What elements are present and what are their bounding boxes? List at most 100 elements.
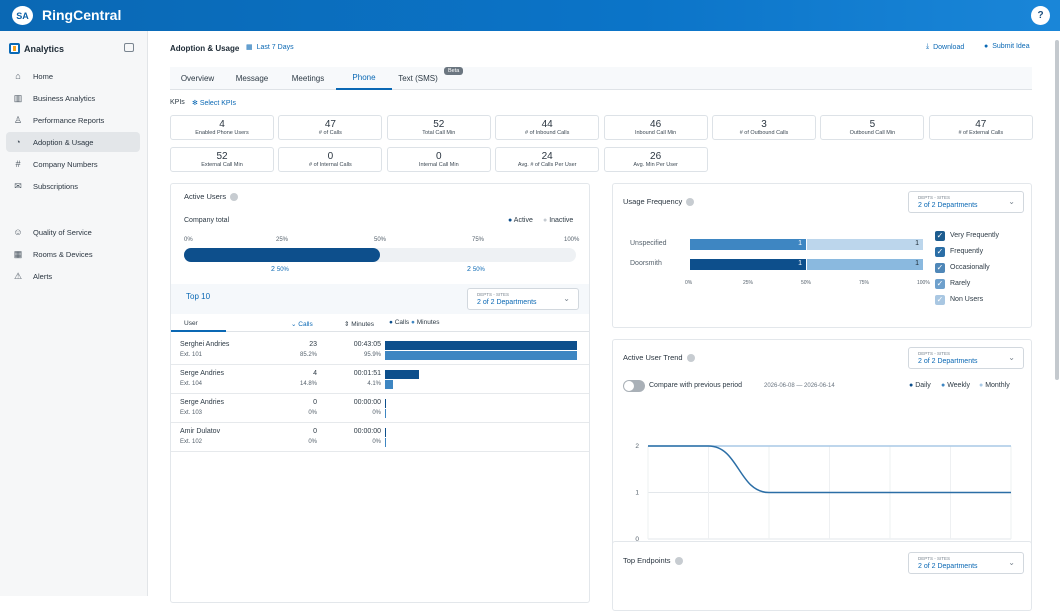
sidebar-item-alerts[interactable]: ⚠ Alerts xyxy=(6,266,140,286)
sidebar-item-home[interactable]: ⌂ Home xyxy=(6,66,140,86)
col-user[interactable]: User xyxy=(184,320,198,327)
legend-item[interactable]: ✓ Non Users xyxy=(935,295,1025,307)
inactive-pct: 50% xyxy=(472,267,485,273)
legend-item[interactable]: ✓ Occasionally xyxy=(935,263,1025,275)
kpi-card[interactable]: 52 Total Call Min xyxy=(386,115,491,140)
kpi-card[interactable]: 24 Avg. # of Calls Per User xyxy=(495,147,600,172)
tab-text-sms[interactable]: Text (SMS) xyxy=(398,74,438,83)
kpi-card[interactable]: 44 # of Inbound Calls xyxy=(495,115,600,140)
active-users-card: Active Users Company total ● Active ● In… xyxy=(170,183,590,603)
top10-departments-dropdown[interactable]: DEPTS - SITES 2 of 2 Departments ⌄ xyxy=(467,288,579,310)
sidebar-item-label: Performance Reports xyxy=(33,115,105,125)
kpi-card[interactable]: 4 Enabled Phone Users xyxy=(170,115,274,140)
kpi-value: 47 xyxy=(975,119,987,130)
calls-value: 0 xyxy=(313,399,317,406)
minutes-bar[interactable] xyxy=(385,438,386,447)
sidebar-item-performance-reports[interactable]: ♙ Performance Reports xyxy=(6,110,140,130)
legend-item[interactable]: ✓ Rarely xyxy=(935,279,1025,291)
sidebar-item-label: Subscriptions xyxy=(33,181,79,191)
col-calls[interactable]: ⌄ Calls xyxy=(291,320,313,328)
active-users-bar[interactable] xyxy=(184,248,380,262)
kpi-card[interactable]: 47 # of External Calls xyxy=(928,115,1033,140)
trend-period-label: Daily xyxy=(915,382,931,389)
select-kpis-button[interactable]: ✻ Select KPIs xyxy=(192,99,236,107)
trend-departments-dropdown[interactable]: DEPTS - SITES 2 of 2 Departments ⌄ xyxy=(908,347,1024,369)
col-minutes[interactable]: ⇕ Minutes xyxy=(344,320,374,328)
sidebar-item-label: Quality of Service xyxy=(33,227,92,237)
info-icon[interactable] xyxy=(674,556,683,565)
avatar[interactable]: SA xyxy=(12,6,33,25)
table-row[interactable]: Serghei Andries Ext. 101 23 85.2% 00:43:05 95… xyxy=(171,336,589,365)
page-scrollbar[interactable] xyxy=(1055,40,1059,380)
calls-bar[interactable] xyxy=(385,428,386,437)
trend-period-weekly[interactable]: ● Weekly xyxy=(941,382,970,389)
tab-overview[interactable]: Overview xyxy=(180,74,215,83)
usage-bar-segment[interactable]: 1 xyxy=(807,239,923,250)
date-range-picker[interactable]: ▦ Last 7 Days xyxy=(246,43,294,52)
date-range-label: Last 7 Days xyxy=(256,43,294,51)
minutes-bar[interactable] xyxy=(385,409,386,418)
kpi-card[interactable]: 0 Internal Call Min xyxy=(386,147,491,172)
download-icon: ⤓ xyxy=(926,43,930,50)
info-icon[interactable] xyxy=(686,353,695,362)
minutes-bar[interactable] xyxy=(385,351,577,360)
endpoints-departments-dropdown[interactable]: DEPTS - SITES 2 of 2 Departments ⌄ xyxy=(908,552,1024,574)
calls-bar[interactable] xyxy=(385,370,419,379)
kpi-card[interactable]: 0 # of Internal Calls xyxy=(278,147,383,172)
trend-period-monthly[interactable]: ● Monthly xyxy=(979,382,1010,389)
minutes-bar[interactable] xyxy=(385,380,394,389)
axis-tick-label: 0% xyxy=(685,280,693,286)
legend-item[interactable]: ✓ Very Frequently xyxy=(935,231,1025,243)
building-icon: ▦ xyxy=(13,248,23,259)
kpi-value: 44 xyxy=(541,119,553,130)
sidebar-item-subscriptions[interactable]: ✉ Subscriptions xyxy=(6,176,140,196)
sidebar-item-quality-of-service[interactable]: ☺ Quality of Service xyxy=(6,222,140,242)
top-endpoints-card: Top Endpoints DEPTS - SITES 2 of 2 Depart… xyxy=(612,541,1032,611)
active-user-trend-title-label: Active User Trend xyxy=(623,353,683,362)
tab-phone[interactable]: Phone xyxy=(336,67,392,90)
kpi-card[interactable]: 26 Avg. Min Per User xyxy=(603,147,708,172)
mail-icon: ✉ xyxy=(14,180,22,191)
calls-bar[interactable] xyxy=(385,341,577,350)
kpi-card[interactable]: 52 External Call Min xyxy=(170,147,274,172)
table-row[interactable]: Serge Andries Ext. 104 4 14.8% 00:01:51 4.1% xyxy=(171,365,589,394)
sidebar-item-rooms-devices[interactable]: ▦ Rooms & Devices xyxy=(6,244,140,264)
calls-bar[interactable] xyxy=(385,399,386,408)
info-icon[interactable] xyxy=(686,197,695,206)
table-row[interactable]: Amir Dulatov Ext. 102 0 0% 00:00:00 0% xyxy=(171,423,589,452)
radio-dot-icon: ● xyxy=(909,382,916,389)
download-button[interactable]: ⤓ Download xyxy=(926,43,964,51)
compare-toggle[interactable] xyxy=(623,380,645,392)
usage-bar-segment[interactable]: 1 xyxy=(807,259,923,270)
bar-chart-icon: ▥ xyxy=(13,92,23,103)
kpi-card[interactable]: 46 Inbound Call Min xyxy=(603,115,708,140)
legend-label: Very Frequently xyxy=(950,232,1000,239)
sidebar-item-business-analytics[interactable]: ▥ Business Analytics xyxy=(6,88,140,108)
kpi-card[interactable]: 47 # of Calls xyxy=(278,115,383,140)
sidebar-item-company-numbers[interactable]: # Company Numbers xyxy=(6,154,140,174)
submit-idea-button[interactable]: ● Submit Idea xyxy=(984,43,1030,50)
kpi-card[interactable]: 5 Outbound Call Min xyxy=(820,115,925,140)
submit-idea-label: Submit Idea xyxy=(992,43,1030,50)
trend-period-daily[interactable]: ● Daily xyxy=(909,382,931,389)
legend-item[interactable]: ✓ Frequently xyxy=(935,247,1025,259)
app-title: Analytics xyxy=(9,43,64,54)
select-kpis-label: Select KPIs xyxy=(199,100,236,107)
analytics-logo-icon xyxy=(9,43,20,54)
kpi-label: Internal Call Min xyxy=(418,162,459,168)
usage-bar-segment[interactable]: 1 xyxy=(690,259,806,270)
usage-bar-segment[interactable]: 1 xyxy=(690,239,806,250)
daily-series-line xyxy=(648,445,1011,494)
sidebar-item-adoption-usage[interactable]: ◔ Adoption & Usage xyxy=(6,132,140,152)
usage-departments-dropdown[interactable]: DEPTS - SITES 2 of 2 Departments ⌄ xyxy=(908,191,1024,213)
info-icon[interactable] xyxy=(230,192,239,201)
tab-message[interactable]: Message xyxy=(235,74,269,83)
sidebar-item-label: Alerts xyxy=(33,271,53,281)
y-tick-label: 0 xyxy=(635,536,639,543)
help-icon[interactable]: ? xyxy=(1031,6,1050,25)
collapse-sidebar-icon[interactable] xyxy=(124,43,134,52)
tab-meetings[interactable]: Meetings xyxy=(291,74,325,83)
axis-tick-label: 75% xyxy=(472,237,485,243)
table-row[interactable]: Serge Andries Ext. 103 0 0% 00:00:00 0% xyxy=(171,394,589,423)
kpi-card[interactable]: 3 # of Outbound Calls xyxy=(712,115,816,140)
